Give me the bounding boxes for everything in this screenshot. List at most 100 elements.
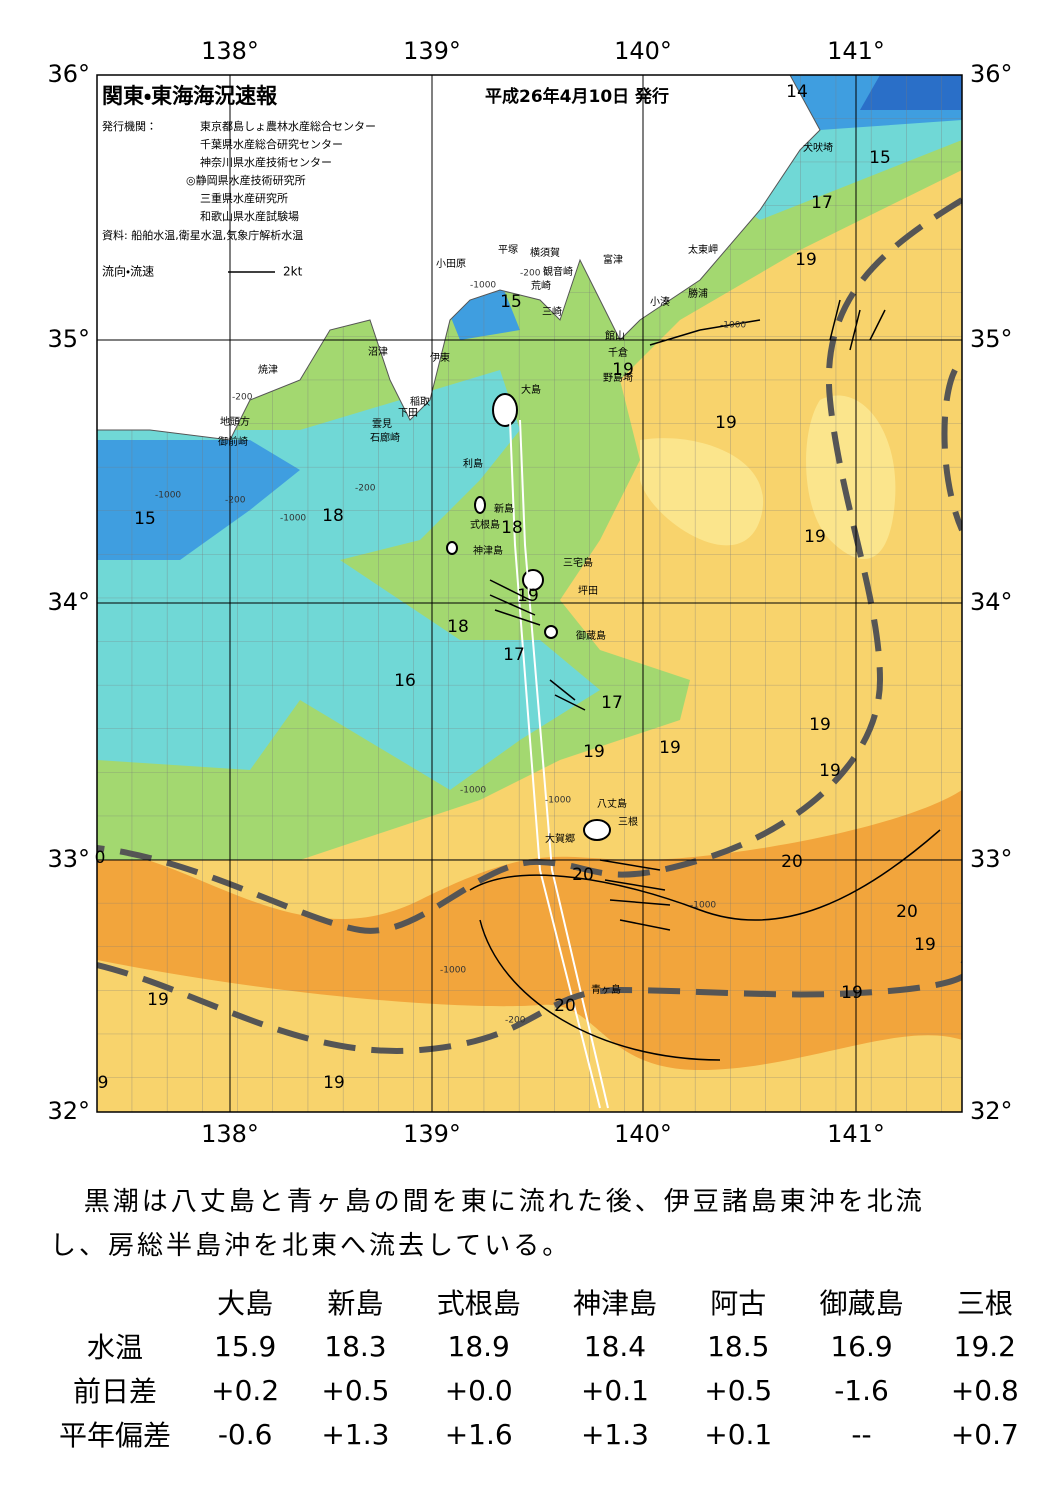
lat-label: 35° (47, 325, 90, 353)
row-label: 前日差 (72, 1375, 157, 1408)
place-name: 坪田 (578, 584, 598, 597)
place-name: 横須賀 (530, 246, 560, 259)
lat-label: 34° (47, 588, 90, 616)
depth-label: -1000 (155, 491, 181, 501)
isotherm-label: 19 (715, 413, 737, 433)
depth-label: -200 (232, 393, 253, 403)
isotherm-label: 15 (869, 148, 891, 168)
isotherm-label: 19 (804, 527, 826, 547)
cell: +0.7 (950, 1417, 1019, 1451)
isotherm-label: 20 (781, 852, 803, 872)
issuer-label: 発行機関： (102, 119, 157, 133)
isotherm-label: 19 (659, 738, 681, 758)
isotherm-label: 17 (503, 645, 525, 665)
place-name: 御蔵島 (576, 629, 606, 642)
data-table: 大島 新島 式根島 神津島 阿古 御蔵島 三根 水温 15.9 18.3 18.9 18.4 18.… (40, 1280, 1040, 1456)
issuer-org: 千葉県水産総合研究センター (200, 137, 343, 151)
isotherm-label: 14 (786, 82, 808, 102)
depth-label: -1000 (460, 786, 486, 796)
col-head: 新島 (327, 1287, 384, 1320)
isotherm-label: 17 (811, 193, 833, 213)
place-name: 稲取 (410, 396, 430, 408)
cell: +0.5 (704, 1373, 773, 1407)
cell: -- (851, 1417, 872, 1451)
place-name: 館山 (605, 329, 625, 342)
col-head: 阿古 (710, 1287, 767, 1320)
isotherm-label: 20 (554, 996, 576, 1016)
cell: 18.5 (707, 1329, 770, 1363)
lon-label: 140° (614, 37, 672, 65)
isotherm-label: 20 (572, 865, 594, 885)
summary: 黒潮は八丈島と青ヶ島の間を東に流れた後、伊豆諸島東沖を北流し、房総半島沖を北東へ… (50, 1187, 925, 1261)
cell: +0.5 (321, 1373, 390, 1407)
isotherm-label: 19 (914, 935, 936, 955)
cell: 19.2 (953, 1329, 1016, 1363)
isotherm-label: 19 (819, 761, 841, 781)
isotherm-label: 19 (517, 586, 539, 606)
place-name: 観音崎 (543, 265, 573, 278)
isotherm-label: 17 (601, 693, 623, 713)
lon-label: 139° (403, 1120, 461, 1148)
issue-date: 平成26年4月10日 発行 (485, 86, 669, 107)
isotherm-label: 15 (500, 292, 522, 312)
place-name: 野島埼 (603, 371, 633, 384)
place-name: 犬吠埼 (803, 141, 833, 154)
place-name: 下田 (398, 408, 418, 419)
place-name: 雲見 (372, 418, 392, 430)
place-name: 小田原 (436, 258, 466, 270)
map-title: 関東・東海海況速報 (102, 84, 278, 108)
depth-label: -200 (520, 269, 541, 279)
col-head: 神津島 (572, 1287, 657, 1320)
cell: +1.3 (321, 1417, 390, 1451)
depth-label: -1000 (470, 281, 496, 291)
issuer-org: 三重県水産研究所 (200, 191, 288, 205)
place-name: 焼津 (258, 364, 278, 376)
lat-label: 36° (47, 60, 90, 88)
row-label: 水温 (86, 1331, 143, 1364)
cell: 16.9 (830, 1329, 893, 1363)
place-name: 小湊 (650, 295, 670, 308)
depth-label: -1000 (280, 514, 306, 524)
col-head: 三根 (956, 1287, 1013, 1320)
place-name: 八丈島 (597, 797, 627, 810)
place-name: 平塚 (498, 244, 518, 256)
depth-label: -1000 (720, 321, 746, 331)
isotherm-label: 19 (147, 990, 169, 1010)
place-name: 青ヶ島 (591, 983, 621, 996)
issuer-org: 東京都島しょ農林水産総合センター (200, 119, 376, 133)
place-name: 沼津 (368, 345, 388, 358)
lon-label: 141° (827, 1120, 885, 1148)
row: 前日差 +0.2 +0.5 +0.0 +0.1 +0.5 -1.6 +0.8 (40, 1368, 1040, 1412)
isotherm-label: 18 (447, 617, 469, 637)
isotherm-label: 0 (95, 848, 106, 868)
place-name: 地頭方 (220, 415, 250, 428)
place-name: 勝浦 (688, 287, 708, 300)
source: 資料: 船舶水温,衛星水温,気象庁解析水温 (102, 228, 303, 242)
cell: 15.9 (213, 1329, 277, 1363)
issuer-org: 神奈川県水産技術センター (200, 155, 332, 169)
place-name: 新島 (494, 502, 514, 515)
place-name: 荒崎 (531, 279, 551, 292)
place-name: 千倉 (608, 347, 628, 359)
map: 関東・東海海況速報 平成26年4月10日 発行 発行機関： 資料: 船舶水温,衛… (47, 37, 1013, 1148)
isotherm-label: 20 (896, 902, 918, 922)
isotherm-label: 16 (394, 671, 416, 691)
depth-label: -1000 (440, 966, 466, 976)
cell: +0.1 (704, 1417, 773, 1451)
depth-label: -200 (355, 484, 376, 494)
lat-label: 32° (47, 1097, 90, 1125)
lon-label: 138° (201, 1120, 259, 1148)
place-name: 利島 (463, 457, 483, 470)
row-label: 平年偏差 (58, 1419, 171, 1452)
place-name: 大賀郷 (545, 832, 575, 845)
legend-scale: 2kt (283, 265, 303, 279)
isotherm-label: 19 (323, 1073, 345, 1093)
isotherm-label: 18 (322, 506, 344, 526)
place-name: 三根 (618, 815, 638, 828)
lat-label: 35° (970, 325, 1013, 353)
place-name: 三宅島 (563, 556, 593, 569)
cell: 18.4 (583, 1329, 647, 1363)
issuer-org: 和歌山県水産試験場 (200, 209, 299, 223)
cell: -0.6 (217, 1417, 273, 1451)
